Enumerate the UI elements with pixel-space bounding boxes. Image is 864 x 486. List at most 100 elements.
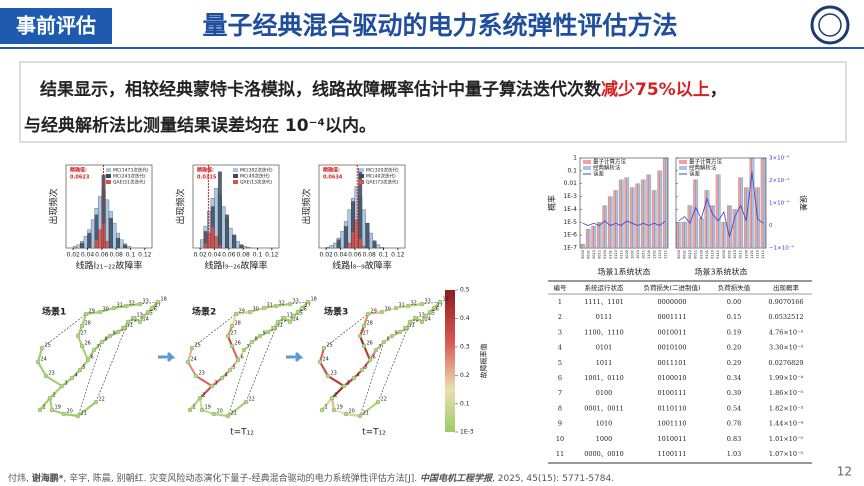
table-cell: 1011	[596, 359, 613, 367]
bar	[665, 158, 668, 249]
x-tick-label: 0110	[614, 250, 618, 259]
legend-swatch	[679, 160, 687, 164]
bus-label: 3	[347, 381, 350, 387]
x-tick-label: 0.08	[362, 252, 376, 259]
bus-label: 15	[147, 311, 153, 317]
bus	[431, 305, 437, 311]
table-cell: 1.99×10⁻⁴	[769, 374, 804, 382]
table-cell: 1010011	[658, 435, 687, 443]
y-tick-label: 1E-7	[563, 245, 577, 252]
table-cell: 7	[558, 389, 562, 397]
colorbar-tick-label: 1E-3	[460, 429, 474, 436]
legend-label: MC(1473次迭代)	[113, 167, 149, 174]
x-tick-label: 0100	[603, 250, 607, 259]
x-tick-label: 1001	[630, 250, 634, 259]
table-cell: 0010011	[658, 328, 687, 336]
bus-label: 24	[41, 357, 47, 363]
bus	[325, 373, 331, 379]
legend-label: MC(320次迭代)	[366, 167, 399, 174]
bus	[341, 383, 347, 389]
bar	[651, 190, 655, 249]
y-tick-label: 0.1	[567, 167, 577, 174]
bar	[687, 205, 691, 249]
bar	[588, 228, 591, 249]
x-tick-label: 1001	[727, 250, 731, 259]
page-number: 12	[837, 465, 852, 479]
bus	[329, 395, 335, 401]
y2-tick-label: 3×10⁻⁴	[769, 155, 790, 162]
y2-tick-label: 2×10⁻⁴	[769, 177, 790, 184]
hist-bar	[329, 245, 334, 249]
x-tick-label: 0.1	[379, 252, 389, 259]
hist-bar	[326, 247, 330, 249]
y-axis-label: 概率	[547, 195, 557, 211]
bus-label: 27	[81, 331, 87, 337]
x-tick-label: 0101	[705, 250, 709, 259]
bar	[657, 170, 660, 249]
bar	[721, 222, 724, 249]
bar	[760, 158, 764, 249]
hist-bar	[105, 241, 110, 249]
title: 量子经典混合驱动的电力系统弹性评估方法	[202, 11, 677, 40]
bus	[295, 309, 301, 315]
bus	[427, 309, 433, 315]
bar	[662, 158, 666, 249]
summary-text: ，	[710, 80, 727, 100]
bus-label: 5	[83, 365, 86, 371]
hist-bar	[232, 234, 237, 249]
bar	[648, 174, 652, 249]
bus-label: 32	[279, 301, 285, 307]
hist-bar	[214, 236, 219, 249]
bus-label: 33	[425, 299, 431, 305]
bus	[403, 325, 409, 331]
x-tick-label: 0101	[608, 250, 612, 259]
bus	[381, 339, 387, 345]
y2-tick-label: −1×10⁻⁴	[769, 245, 795, 252]
y-axis-label: 出现频次	[301, 188, 313, 224]
bus	[275, 319, 281, 325]
bus	[91, 347, 97, 353]
bar	[629, 187, 633, 249]
hist-bar	[98, 229, 102, 249]
x-tick-label: 0010	[592, 250, 596, 259]
bus-label: 21	[363, 411, 369, 417]
tie-line	[323, 313, 369, 349]
line-segment	[36, 347, 44, 363]
table-cell: 2	[558, 313, 562, 321]
footer: 付炜, 谢海鹏*, 辛宇, 陈晨, 别朝红. 灾变风险动态演化下量子-经典混合驱…	[8, 472, 614, 484]
bus	[39, 345, 45, 351]
x-tick-label: 0001	[586, 250, 590, 259]
bus-label: 2	[203, 393, 206, 399]
bus	[243, 399, 249, 405]
hist-bar	[105, 199, 110, 249]
table-cell: 0.39	[727, 389, 741, 397]
table-cell: 5	[558, 359, 562, 367]
bus-label: 28	[85, 321, 91, 327]
bar	[618, 179, 622, 249]
line-segment	[63, 412, 79, 418]
footer-text: 中国电机工程学报	[420, 473, 494, 484]
line-segment	[407, 302, 423, 308]
legend-swatch	[679, 166, 687, 170]
tie-line	[77, 341, 103, 417]
line-segment	[359, 401, 379, 417]
x-tick-label: 1101	[652, 250, 656, 259]
legend-swatch	[233, 168, 238, 172]
line-segment	[187, 361, 197, 377]
line-segment	[80, 345, 90, 361]
bus-label: 26	[235, 341, 241, 347]
tag: 事前评估	[16, 14, 96, 38]
table-header: 负荷损失值	[718, 283, 751, 292]
line-segment	[37, 361, 47, 377]
hist-bar	[351, 231, 355, 249]
footer-text: 谢海鹏*	[32, 472, 64, 484]
tie-line	[139, 301, 159, 305]
bus-label: 29	[371, 309, 377, 315]
bus	[77, 367, 83, 373]
bus-label: 3	[65, 381, 68, 387]
bus	[235, 357, 241, 363]
bar	[585, 228, 589, 249]
hist-bar	[365, 222, 370, 249]
bus-label: 27	[363, 331, 369, 337]
bus-label: 4	[357, 373, 360, 379]
